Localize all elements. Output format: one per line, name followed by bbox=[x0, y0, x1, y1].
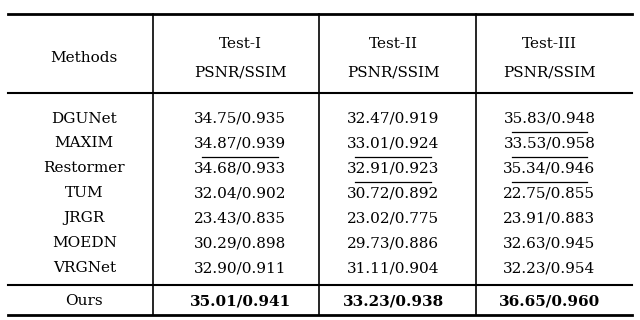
Text: 32.63/0.945: 32.63/0.945 bbox=[503, 236, 596, 250]
Text: PSNR/SSIM: PSNR/SSIM bbox=[347, 66, 440, 80]
Text: 32.91/0.923: 32.91/0.923 bbox=[347, 161, 440, 175]
Text: 33.53/0.958: 33.53/0.958 bbox=[504, 136, 595, 150]
Text: DGUNet: DGUNet bbox=[51, 112, 117, 125]
Text: MOEDN: MOEDN bbox=[52, 236, 116, 250]
Text: 30.72/0.892: 30.72/0.892 bbox=[347, 186, 440, 200]
Text: 34.87/0.939: 34.87/0.939 bbox=[195, 136, 287, 150]
Text: 35.34/0.946: 35.34/0.946 bbox=[503, 161, 596, 175]
Text: Test-II: Test-II bbox=[369, 37, 418, 51]
Text: Ours: Ours bbox=[65, 294, 103, 308]
Text: 36.65/0.960: 36.65/0.960 bbox=[499, 294, 600, 308]
Text: PSNR/SSIM: PSNR/SSIM bbox=[503, 66, 596, 80]
Text: PSNR/SSIM: PSNR/SSIM bbox=[194, 66, 287, 80]
Text: 31.11/0.904: 31.11/0.904 bbox=[347, 261, 440, 275]
Text: 34.68/0.933: 34.68/0.933 bbox=[195, 161, 287, 175]
Text: 32.04/0.902: 32.04/0.902 bbox=[194, 186, 287, 200]
Text: 22.75/0.855: 22.75/0.855 bbox=[504, 186, 595, 200]
Text: Test-I: Test-I bbox=[219, 37, 262, 51]
Text: 35.01/0.941: 35.01/0.941 bbox=[189, 294, 291, 308]
Text: TUM: TUM bbox=[65, 186, 104, 200]
Text: 23.91/0.883: 23.91/0.883 bbox=[503, 211, 595, 225]
Text: Test-III: Test-III bbox=[522, 37, 577, 51]
Text: 32.23/0.954: 32.23/0.954 bbox=[503, 261, 596, 275]
Text: 35.83/0.948: 35.83/0.948 bbox=[504, 112, 595, 125]
Text: 34.75/0.935: 34.75/0.935 bbox=[195, 112, 286, 125]
Text: MAXIM: MAXIM bbox=[54, 136, 114, 150]
Text: Restormer: Restormer bbox=[44, 161, 125, 175]
Text: 30.29/0.898: 30.29/0.898 bbox=[194, 236, 287, 250]
Text: 33.23/0.938: 33.23/0.938 bbox=[342, 294, 444, 308]
Text: 32.47/0.919: 32.47/0.919 bbox=[347, 112, 440, 125]
Text: Methods: Methods bbox=[51, 52, 118, 66]
Text: 29.73/0.886: 29.73/0.886 bbox=[348, 236, 439, 250]
Text: 33.01/0.924: 33.01/0.924 bbox=[347, 136, 440, 150]
Text: 23.43/0.835: 23.43/0.835 bbox=[195, 211, 286, 225]
Text: 23.02/0.775: 23.02/0.775 bbox=[348, 211, 439, 225]
Text: JRGR: JRGR bbox=[63, 211, 105, 225]
Text: VRGNet: VRGNet bbox=[52, 261, 116, 275]
Text: 32.90/0.911: 32.90/0.911 bbox=[194, 261, 287, 275]
